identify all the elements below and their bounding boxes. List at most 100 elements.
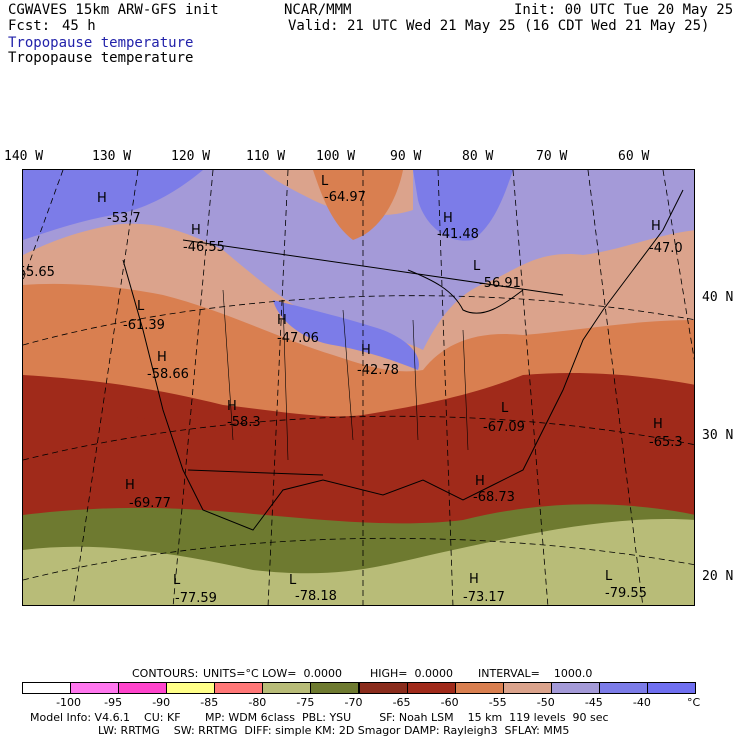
coastline — [122, 189, 684, 531]
legend-tick-label: -100 — [56, 696, 82, 709]
legend-tick-label: -80 — [248, 696, 267, 709]
lon-label: 140 W — [4, 149, 44, 164]
legend-swatch — [454, 682, 504, 694]
center-letter: H — [97, 191, 107, 206]
forecast-label: Fcst: — [8, 18, 51, 34]
forecast-hour: 45 h — [62, 18, 96, 34]
center-value: -78.18 — [295, 589, 337, 604]
center-letter: H — [277, 313, 287, 328]
contour-field-title: Tropopause temperature — [8, 50, 194, 66]
center-value: -58.66 — [147, 367, 189, 382]
lon-label: 60 W — [618, 149, 650, 164]
band-lavender — [23, 170, 694, 350]
model-info-line2: LW: RRTMG SW: RRTMG DIFF: simple KM: 2D … — [98, 724, 570, 737]
lon-label: 80 W — [462, 149, 494, 164]
band-light-green — [23, 519, 694, 605]
legend-swatch — [646, 682, 696, 694]
lat-label: 30 N — [702, 428, 734, 443]
center-letter: H — [125, 478, 135, 493]
center-value: -69.77 — [129, 496, 171, 511]
legend-swatch — [550, 682, 600, 694]
center-value: -55.65 — [23, 265, 55, 280]
center-letter: L — [605, 569, 613, 584]
center-letter: H — [443, 211, 453, 226]
latlon-grid — [23, 170, 694, 605]
model-info-line1: Model Info: V4.6.1 CU: KF MP: WDM 6class… — [30, 711, 609, 724]
init-time: Init: 00 UTC Tue 20 May 25 — [514, 2, 734, 18]
center-value: -64.97 — [324, 190, 366, 205]
contours-units: UNITS=°C — [203, 667, 259, 680]
legend-tick-label: -65 — [392, 696, 411, 709]
lat-label: 40 N — [702, 290, 734, 305]
organization: NCAR/MMM — [284, 2, 352, 18]
center-letter: L — [501, 401, 509, 416]
band-blue-hudson — [413, 170, 513, 241]
legend-tick-label: -70 — [344, 696, 363, 709]
center-value: -68.73 — [473, 490, 515, 505]
legend-tick-label: -85 — [200, 696, 219, 709]
center-letter: L — [473, 259, 481, 274]
map-panel: L -64.97 H -41.48 H -53.7 H -46.55 H -47… — [22, 169, 695, 606]
center-value: -46.55 — [183, 240, 225, 255]
legend-tick-label: -90 — [152, 696, 171, 709]
contours-label: CONTOURS: — [132, 667, 199, 680]
band-orange-north — [313, 170, 403, 240]
center-letter: L — [137, 299, 145, 314]
lon-label: 120 W — [171, 149, 211, 164]
center-value: -67.09 — [483, 420, 525, 435]
center-value: -73.17 — [463, 590, 505, 605]
contours-interval: INTERVAL= 1000.0 — [478, 667, 593, 680]
legend-tick-label: -40 — [632, 696, 651, 709]
lon-label: 100 W — [316, 149, 356, 164]
legend-swatch — [358, 682, 408, 694]
legend-swatch — [70, 682, 120, 694]
center-letter: H — [361, 343, 371, 358]
legend-swatch — [502, 682, 552, 694]
center-value: -42.78 — [357, 363, 399, 378]
center-letter-value: -41.48 — [437, 227, 479, 242]
contours-low: LOW= 0.0000 — [262, 667, 342, 680]
legend-swatch — [406, 682, 456, 694]
lat-label: 20 N — [702, 569, 734, 584]
lon-label: 70 W — [536, 149, 568, 164]
legend-tick-label: -55 — [488, 696, 507, 709]
center-letter: L — [289, 573, 297, 588]
canada-us-border — [182, 239, 564, 296]
tropopause-temperature-map: L -64.97 H -41.48 H -53.7 H -46.55 H -47… — [23, 170, 694, 606]
center-value: -47.0 — [649, 241, 683, 256]
center-value: -53.7 — [107, 211, 141, 226]
legend-swatch — [214, 682, 264, 694]
legend-tick-label: -95 — [104, 696, 123, 709]
band-blue-plains — [273, 300, 419, 370]
center-letter: H — [157, 350, 167, 365]
legend-swatch — [598, 682, 648, 694]
center-letter: H — [651, 219, 661, 234]
center-value: -61.39 — [123, 318, 165, 333]
legend-swatch — [262, 682, 312, 694]
center-value: -47.06 — [277, 331, 319, 346]
center-letter: H — [475, 474, 485, 489]
center-letter: L — [321, 174, 329, 189]
great-lakes — [407, 269, 524, 314]
valid-time: Valid: 21 UTC Wed 21 May 25 (16 CDT Wed … — [288, 18, 710, 34]
shaded-field-title: Tropopause temperature — [8, 35, 194, 51]
center-letter: L — [173, 573, 181, 588]
center-value: -65.3 — [649, 435, 683, 450]
legend-tick-label: -60 — [440, 696, 459, 709]
legend-tick-label: -75 — [296, 696, 315, 709]
center-value: -77.59 — [175, 591, 217, 606]
lon-label: 90 W — [390, 149, 422, 164]
contours-high: HIGH= 0.0000 — [370, 667, 454, 680]
center-value: -79.55 — [605, 586, 647, 601]
center-letter: H — [653, 417, 663, 432]
us-mexico-border — [187, 469, 324, 476]
state-borders — [222, 289, 469, 461]
center-letter: H — [191, 223, 201, 238]
legend-tick-label: -45 — [584, 696, 603, 709]
lon-label: 110 W — [246, 149, 286, 164]
legend-tick-label: -50 — [536, 696, 555, 709]
legend-swatch — [166, 682, 216, 694]
band-blue-west — [23, 170, 203, 240]
lon-label: 130 W — [92, 149, 132, 164]
legend-swatch — [118, 682, 168, 694]
